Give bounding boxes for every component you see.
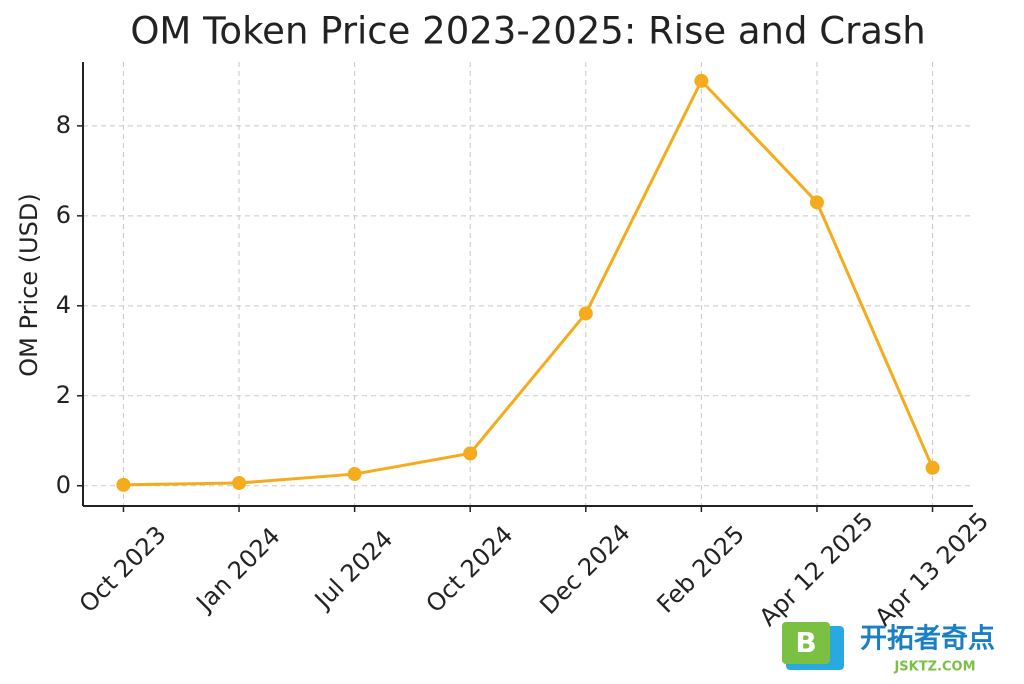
marker (116, 477, 131, 492)
x-tick-label: Dec 2024 (534, 519, 635, 620)
logo-letter: B (795, 626, 816, 659)
y-tick-label: 0 (56, 471, 71, 499)
marker (925, 460, 940, 475)
marker (694, 73, 709, 88)
x-tick-label: Jul 2024 (308, 525, 398, 615)
x-tick-label: Apr 13 2025 (869, 507, 994, 632)
plot-area: 0 2 4 6 8 Oct 2023 Jan 2024 Jul 2024 Oct 2024 Dec… (56, 62, 994, 632)
y-tick-label: 8 (56, 111, 71, 139)
watermark-site: JSKTZ.COM (893, 660, 975, 675)
chart-title: OM Token Price 2023-2025: Rise and Crash (130, 10, 925, 53)
x-tick-label: Apr 12 2025 (754, 507, 879, 632)
y-tick-label: 2 (56, 381, 71, 409)
line (123, 78, 934, 487)
marker (232, 476, 247, 491)
x-tick-label: Oct 2023 (74, 520, 172, 618)
y-tick-label: 4 (56, 291, 71, 319)
watermark: B 开拓者奇点 JSKTZ.COM (782, 622, 995, 675)
marker (578, 306, 593, 321)
marker (809, 195, 824, 210)
watermark-name: 开拓者奇点 (860, 624, 995, 655)
x-tick-label: Oct 2024 (421, 520, 519, 618)
y-tick-label: 6 (56, 201, 71, 229)
marker (463, 446, 478, 461)
x-tick-label: Jan 2024 (190, 522, 286, 618)
marker (347, 467, 362, 482)
logo-front (782, 622, 830, 664)
x-tick-label: Feb 2025 (651, 520, 749, 618)
y-axis-label: OM Price (USD) (15, 193, 43, 376)
